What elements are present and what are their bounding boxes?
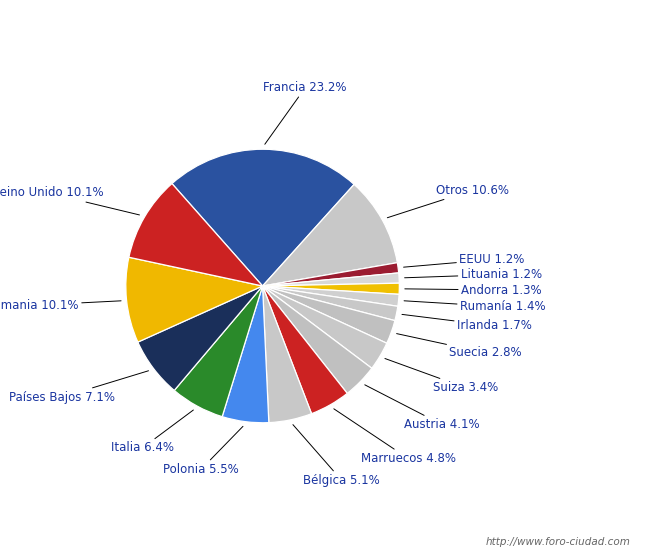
- Text: Tortosa - Turistas extranjeros según país - Abril de 2024: Tortosa - Turistas extranjeros según paí…: [120, 10, 530, 26]
- Wedge shape: [263, 286, 387, 368]
- Wedge shape: [263, 184, 397, 286]
- Text: Reino Unido 10.1%: Reino Unido 10.1%: [0, 186, 140, 215]
- Text: Italia 6.4%: Italia 6.4%: [111, 410, 193, 454]
- Text: Bélgica 5.1%: Bélgica 5.1%: [293, 425, 380, 487]
- Text: Lituania 1.2%: Lituania 1.2%: [404, 268, 541, 281]
- Text: EEUU 1.2%: EEUU 1.2%: [404, 253, 525, 267]
- Wedge shape: [129, 184, 263, 286]
- Text: Suecia 2.8%: Suecia 2.8%: [396, 334, 522, 359]
- Wedge shape: [263, 286, 347, 414]
- Text: Andorra 1.3%: Andorra 1.3%: [405, 283, 541, 296]
- Wedge shape: [263, 286, 399, 306]
- Wedge shape: [263, 273, 399, 286]
- Wedge shape: [263, 283, 399, 294]
- Text: Austria 4.1%: Austria 4.1%: [365, 385, 480, 431]
- Wedge shape: [138, 286, 263, 390]
- Text: Suiza 3.4%: Suiza 3.4%: [385, 359, 498, 394]
- Text: Países Bajos 7.1%: Países Bajos 7.1%: [9, 371, 148, 404]
- Text: http://www.foro-ciudad.com: http://www.foro-ciudad.com: [486, 537, 630, 547]
- Wedge shape: [172, 149, 354, 286]
- Wedge shape: [263, 286, 398, 321]
- Text: Francia 23.2%: Francia 23.2%: [263, 81, 347, 144]
- Text: Otros 10.6%: Otros 10.6%: [387, 184, 509, 218]
- Text: Marruecos 4.8%: Marruecos 4.8%: [334, 409, 456, 465]
- Text: Alemania 10.1%: Alemania 10.1%: [0, 299, 121, 312]
- Wedge shape: [263, 263, 398, 286]
- Wedge shape: [174, 286, 263, 417]
- Wedge shape: [126, 257, 263, 342]
- Wedge shape: [263, 286, 311, 422]
- Text: Polonia 5.5%: Polonia 5.5%: [163, 426, 243, 476]
- Wedge shape: [263, 286, 372, 393]
- Text: Rumanía 1.4%: Rumanía 1.4%: [404, 300, 545, 313]
- Text: Irlanda 1.7%: Irlanda 1.7%: [402, 315, 532, 332]
- Wedge shape: [263, 286, 395, 343]
- Wedge shape: [222, 286, 269, 423]
